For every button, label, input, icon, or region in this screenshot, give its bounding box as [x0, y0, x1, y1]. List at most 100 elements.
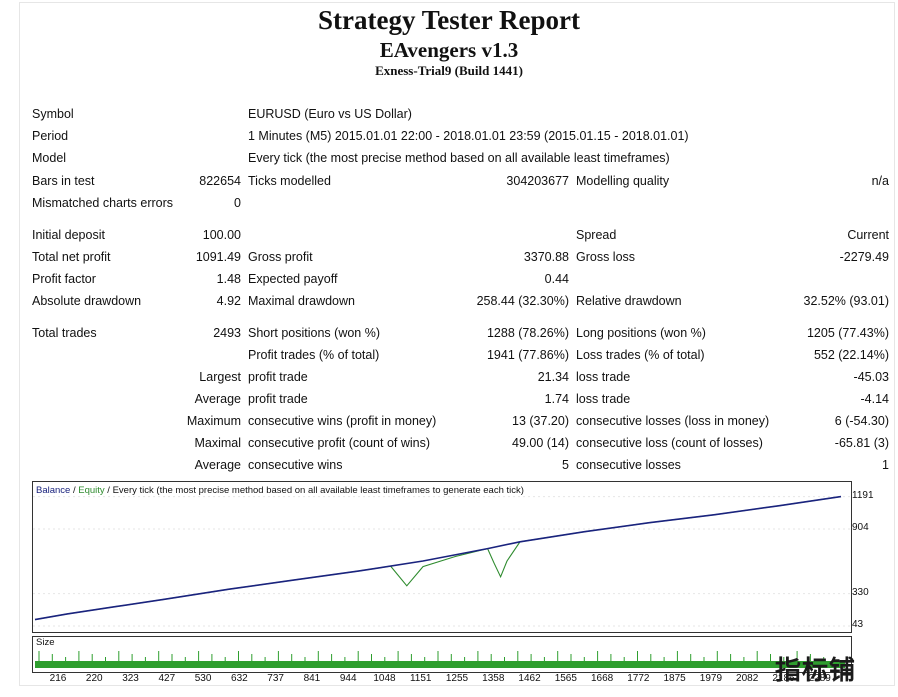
profit-trades-label: Profit trades (% of total): [248, 348, 380, 362]
average-profit-value: 1.74: [544, 392, 569, 406]
long-positions-value: 1205 (77.43%): [806, 326, 889, 340]
x-tick-label: 841: [303, 673, 321, 684]
largest-loss-value: -45.03: [853, 370, 889, 384]
avg-consecutive-losses-value: 1: [882, 458, 889, 472]
y-tick-label: 43: [852, 619, 864, 630]
expected-payoff-value: 0.44: [544, 272, 569, 286]
gross-profit-label: Gross profit: [248, 250, 313, 264]
profit-factor-value: 1.48: [216, 272, 241, 286]
largest-label: Largest: [199, 370, 241, 384]
model-value: Every tick (the most precise method base…: [248, 151, 670, 165]
max-consecutive-profit-value: 49.00 (14): [512, 436, 569, 450]
avg-label: Average: [194, 458, 241, 472]
largest-profit-value: 21.34: [537, 370, 569, 384]
legend-description: / Every tick (the most precise method ba…: [104, 485, 524, 496]
largest-loss-label: loss trade: [576, 370, 631, 384]
quality-value: n/a: [871, 174, 889, 188]
balance-chart: [32, 481, 852, 633]
ticks-label: Ticks modelled: [248, 174, 331, 188]
watermark: 指标铺: [775, 655, 857, 685]
max-consecutive-losses-label: consecutive losses (loss in money): [576, 414, 770, 428]
x-tick-label: 220: [85, 673, 103, 684]
average-profit-label: profit trade: [248, 392, 308, 406]
report-title: Strategy Tester Report: [318, 5, 580, 35]
absolute-drawdown-label: Absolute drawdown: [32, 294, 142, 308]
deposit-value: 100.00: [202, 228, 241, 242]
gross-loss-value: -2279.49: [839, 250, 889, 264]
symbol-label: Symbol: [32, 107, 74, 121]
average-label: Average: [194, 392, 241, 406]
short-positions-label: Short positions (won %): [248, 326, 381, 340]
x-tick-label: 1358: [482, 673, 505, 684]
chart-legend: Balance / Equity / Every tick (the most …: [36, 485, 524, 496]
max-consecutive-wins-label: consecutive wins (profit in money): [248, 414, 437, 428]
x-tick-label: 2082: [736, 673, 759, 684]
chart-canvas: [33, 495, 851, 627]
x-tick-label: 944: [339, 673, 357, 684]
max-consecutive-loss-label: consecutive loss (count of losses): [576, 436, 763, 450]
model-label: Model: [32, 151, 67, 165]
x-tick-label: 1668: [590, 673, 614, 684]
size-panel: [32, 636, 852, 673]
mismatch-value: 0: [234, 196, 241, 210]
short-positions-value: 1288 (78.26%): [486, 326, 569, 340]
largest-profit-label: profit trade: [248, 370, 308, 384]
x-tick-label: 1255: [445, 673, 469, 684]
total-trades-label: Total trades: [32, 326, 97, 340]
x-tick-label: 1048: [373, 673, 396, 684]
size-canvas: [35, 651, 845, 668]
long-positions-label: Long positions (won %): [576, 326, 706, 340]
y-tick-label: 904: [852, 521, 869, 533]
profit-factor-label: Profit factor: [32, 272, 96, 286]
max-consecutive-wins-value: 13 (37.20): [512, 414, 569, 428]
max-consecutive-profit-label: consecutive profit (count of wins): [248, 436, 431, 450]
bars-label: Bars in test: [32, 174, 95, 188]
report-frame: [19, 2, 895, 686]
avg-consecutive-wins-label: consecutive wins: [248, 458, 343, 472]
max-consecutive-losses-value: 6 (-54.30): [834, 414, 889, 428]
mismatch-label: Mismatched charts errors: [32, 196, 174, 210]
y-tick-label: 1191: [852, 489, 874, 501]
average-loss-label: loss trade: [576, 392, 631, 406]
size-label: Size: [36, 637, 55, 648]
relative-drawdown-value: 32.52% (93.01): [803, 294, 889, 308]
x-tick-label: 2186: [772, 673, 795, 684]
x-tick-label: 1875: [663, 673, 686, 684]
symbol-value: EURUSD (Euro vs US Dollar): [248, 107, 412, 121]
relative-drawdown-label: Relative drawdown: [576, 294, 682, 308]
series-balance-line: [34, 495, 842, 621]
maximum-label: Maximum: [186, 414, 241, 428]
avg-consecutive-wins-value: 5: [562, 458, 569, 472]
legend-separator: /: [70, 485, 79, 496]
gross-profit-value: 3370.88: [523, 250, 569, 264]
spread-value: Current: [847, 228, 889, 242]
average-loss-value: -4.14: [860, 392, 890, 406]
ticks-value: 304203677: [506, 174, 569, 188]
net-profit-value: 1091.49: [195, 250, 241, 264]
x-tick-label: 2289: [808, 673, 831, 684]
x-tick-label: 1565: [554, 673, 577, 684]
x-tick-label: 1462: [518, 673, 541, 684]
deposit-label: Initial deposit: [32, 228, 105, 242]
x-tick-label: 1151: [409, 673, 432, 684]
quality-label: Modelling quality: [576, 174, 670, 188]
x-tick-label: 1979: [699, 673, 723, 684]
server-info: Exness-Trial9 (Build 1441): [375, 63, 523, 78]
x-tick-label: 530: [194, 673, 212, 684]
loss-trades-label: Loss trades (% of total): [576, 348, 705, 362]
absolute-drawdown-value: 4.92: [216, 294, 241, 308]
x-tick-label: 737: [267, 673, 284, 684]
spread-label: Spread: [576, 228, 617, 242]
period-label: Period: [32, 129, 69, 143]
expert-name: EAvengers v1.3: [379, 38, 519, 62]
size-bars: [35, 661, 845, 668]
maximal-drawdown-label: Maximal drawdown: [248, 294, 355, 308]
x-tick-label: 216: [49, 673, 67, 684]
y-tick-label: 330: [852, 586, 869, 598]
expected-payoff-label: Expected payoff: [248, 272, 338, 286]
bars-value: 822654: [199, 174, 241, 188]
gross-loss-label: Gross loss: [576, 250, 636, 264]
max-consecutive-loss-value: -65.81 (3): [834, 436, 889, 450]
net-profit-label: Total net profit: [32, 250, 111, 264]
x-tick-label: 427: [158, 673, 176, 684]
